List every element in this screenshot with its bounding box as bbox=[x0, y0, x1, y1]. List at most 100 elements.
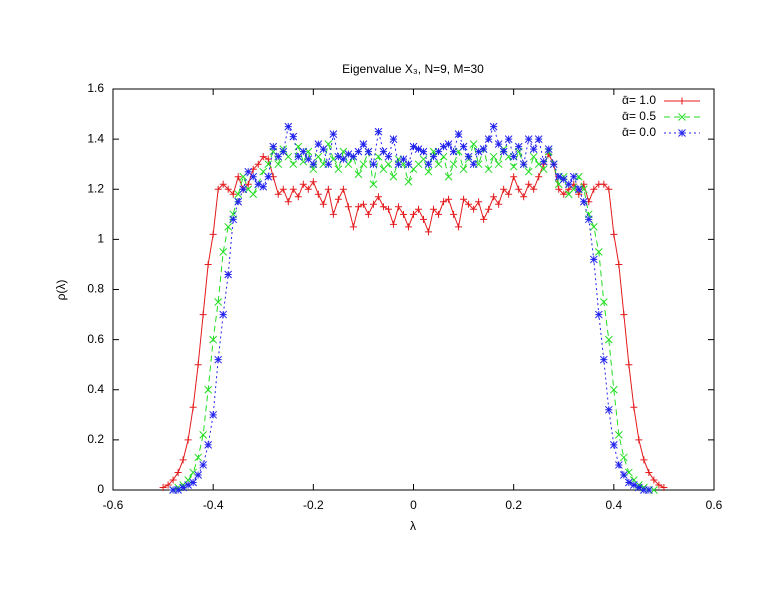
data-point bbox=[640, 486, 648, 494]
data-point bbox=[434, 147, 443, 156]
data-point bbox=[409, 142, 418, 151]
data-point bbox=[184, 481, 192, 489]
data-point bbox=[209, 410, 218, 419]
y-tick-label: 0.2 bbox=[87, 432, 104, 446]
data-point bbox=[284, 198, 292, 206]
data-point bbox=[524, 167, 533, 176]
data-point bbox=[349, 152, 358, 161]
y-tick-label: 0.8 bbox=[87, 282, 104, 296]
data-point bbox=[635, 483, 643, 492]
data-point bbox=[314, 190, 322, 198]
data-point bbox=[274, 152, 283, 161]
data-point bbox=[514, 142, 523, 151]
data-point bbox=[655, 481, 663, 489]
legend-label: ᾱ= 0.5 bbox=[622, 109, 656, 123]
x-tick-label: 0.6 bbox=[706, 498, 723, 512]
data-point bbox=[604, 335, 613, 344]
data-point bbox=[600, 180, 608, 188]
data-point bbox=[224, 185, 232, 193]
data-point bbox=[594, 248, 603, 256]
data-point bbox=[625, 361, 633, 369]
data-point bbox=[354, 170, 363, 179]
data-point bbox=[500, 185, 508, 193]
data-point bbox=[369, 200, 377, 208]
y-tick-label: 1 bbox=[97, 232, 104, 246]
data-point bbox=[404, 177, 413, 186]
data-point bbox=[329, 130, 338, 138]
data-point bbox=[349, 223, 357, 231]
y-tick-label: 1.2 bbox=[87, 181, 104, 195]
data-point bbox=[584, 215, 593, 224]
data-point bbox=[615, 260, 623, 268]
data-point bbox=[394, 203, 402, 211]
data-point bbox=[264, 160, 273, 169]
data-point bbox=[179, 483, 187, 492]
data-point bbox=[219, 310, 228, 319]
data-point bbox=[645, 468, 653, 476]
data-point bbox=[449, 160, 458, 169]
data-point bbox=[404, 223, 412, 231]
data-point bbox=[289, 132, 298, 141]
data-point bbox=[534, 135, 543, 143]
data-point bbox=[279, 147, 288, 156]
data-point bbox=[369, 160, 378, 169]
data-point bbox=[379, 203, 387, 211]
data-point bbox=[344, 203, 352, 211]
data-point bbox=[429, 152, 438, 161]
data-point bbox=[284, 122, 293, 131]
data-point bbox=[294, 193, 302, 201]
data-point bbox=[560, 190, 568, 198]
data-point bbox=[169, 486, 177, 494]
data-point bbox=[520, 193, 528, 201]
data-point bbox=[455, 223, 463, 231]
data-point bbox=[539, 157, 548, 166]
data-point bbox=[614, 461, 623, 469]
data-point bbox=[204, 385, 213, 394]
data-point bbox=[294, 152, 303, 161]
data-point bbox=[499, 147, 508, 156]
data-point bbox=[239, 185, 248, 194]
data-point bbox=[314, 140, 323, 148]
data-point bbox=[259, 153, 267, 161]
data-point bbox=[359, 140, 368, 148]
data-point bbox=[635, 436, 643, 444]
data-point bbox=[304, 155, 313, 164]
data-point bbox=[189, 478, 197, 487]
data-point bbox=[444, 172, 453, 181]
data-point bbox=[259, 182, 268, 191]
data-point bbox=[229, 215, 238, 224]
data-point bbox=[589, 222, 598, 231]
data-point bbox=[440, 198, 448, 206]
data-point bbox=[415, 205, 423, 213]
data-point bbox=[474, 147, 483, 156]
x-axis-label: λ bbox=[410, 519, 416, 533]
data-point bbox=[274, 160, 283, 169]
data-point bbox=[214, 185, 222, 193]
x-tick-label: -0.6 bbox=[103, 498, 124, 512]
data-point bbox=[249, 190, 258, 199]
data-point bbox=[619, 453, 628, 462]
data-point bbox=[485, 205, 493, 213]
data-point bbox=[319, 145, 328, 154]
data-point bbox=[420, 215, 428, 223]
data-point bbox=[169, 476, 177, 484]
data-point bbox=[579, 197, 588, 206]
data-point bbox=[204, 441, 213, 449]
data-point bbox=[495, 200, 503, 208]
data-point bbox=[645, 486, 653, 494]
x-tick-label: -0.2 bbox=[303, 498, 324, 512]
legend-marker bbox=[678, 113, 686, 121]
data-point bbox=[199, 431, 208, 439]
data-point bbox=[194, 471, 202, 479]
data-point bbox=[254, 180, 263, 189]
data-point bbox=[254, 160, 262, 168]
data-point bbox=[174, 486, 182, 494]
data-point bbox=[399, 155, 408, 164]
data-point bbox=[424, 160, 433, 169]
data-point bbox=[329, 210, 337, 218]
data-point bbox=[234, 173, 242, 181]
data-point bbox=[450, 210, 458, 218]
data-point bbox=[519, 160, 528, 169]
y-tick-label: 1.6 bbox=[87, 81, 104, 95]
data-point bbox=[394, 160, 403, 169]
